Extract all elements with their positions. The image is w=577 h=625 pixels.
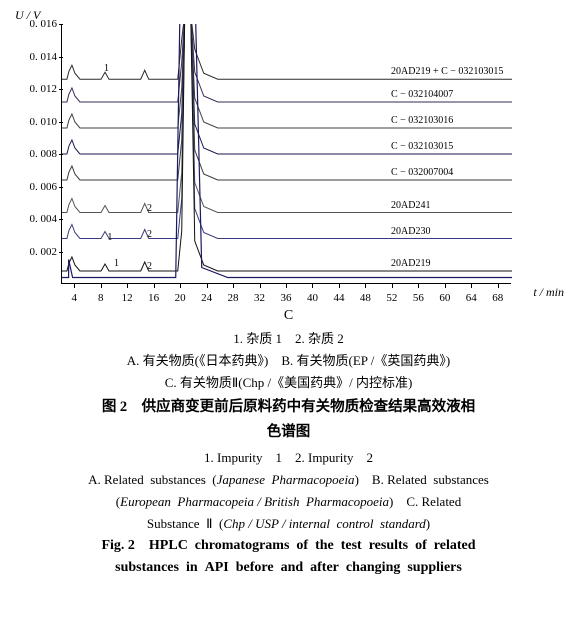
x-tick-label: 64 — [466, 292, 477, 304]
cn-legend-c: C. 有关物质Ⅱ(Chp /《美国药典》/ 内控标准) — [9, 372, 569, 394]
chromatogram-chart: U / V t / min C 0. 0020. 0040. 0060. 008… — [11, 8, 566, 318]
y-tick-mark — [59, 219, 63, 220]
y-tick-label: 0. 012 — [15, 83, 57, 95]
y-tick-mark — [59, 252, 63, 253]
x-tick-label: 28 — [228, 292, 239, 304]
x-tick-label: 52 — [386, 292, 397, 304]
x-tick-mark — [233, 284, 234, 288]
y-tick-label: 0. 002 — [15, 246, 57, 258]
x-tick-mark — [74, 284, 75, 288]
y-tick-mark — [59, 187, 63, 188]
chromatogram-trace — [62, 24, 512, 239]
en-legend-impurities: 1. Impurity 1 2. Impurity 2 — [9, 447, 569, 469]
x-tick-label: 16 — [148, 292, 159, 304]
y-tick-mark — [59, 122, 63, 123]
x-tick-mark — [127, 284, 128, 288]
cn-legend-impurities: 1. 杂质 1 2. 杂质 2 — [9, 328, 569, 350]
y-tick-label: 0. 006 — [15, 181, 57, 193]
en-a-italic: Japanese Pharmacopoeia — [217, 472, 355, 487]
en-legend-b: (European Pharmacopeia / British Pharmac… — [9, 491, 569, 513]
x-tick-label: 4 — [71, 292, 77, 304]
figure-caption: 1. 杂质 1 2. 杂质 2 A. 有关物质(《日本药典》) B. 有关物质(… — [9, 328, 569, 580]
y-tick-mark — [59, 89, 63, 90]
x-tick-mark — [180, 284, 181, 288]
x-tick-label: 44 — [333, 292, 344, 304]
x-tick-label: 40 — [307, 292, 318, 304]
plot-svg — [62, 24, 512, 284]
x-tick-mark — [312, 284, 313, 288]
x-tick-label: 8 — [98, 292, 104, 304]
cn-title-line1: 图 2 供应商变更前后原料药中有关物质检查结果高效液相 — [9, 396, 569, 419]
trace-label: 20AD219 — [391, 258, 430, 269]
x-tick-label: 36 — [281, 292, 292, 304]
trace-label: 20AD230 — [391, 226, 430, 237]
en-a-pre: A. Related substances ( — [88, 472, 217, 487]
x-tick-mark — [154, 284, 155, 288]
en-c-post: ) — [426, 516, 430, 531]
x-tick-mark — [339, 284, 340, 288]
x-tick-mark — [471, 284, 472, 288]
en-title-line1: Fig. 2 HPLC chromatograms of the test re… — [9, 535, 569, 557]
x-tick-label: 24 — [201, 292, 212, 304]
x-tick-mark — [418, 284, 419, 288]
y-tick-mark — [59, 154, 63, 155]
y-tick-label: 0. 016 — [15, 18, 57, 30]
y-tick-mark — [59, 24, 63, 25]
y-tick-label: 0. 004 — [15, 213, 57, 225]
x-tick-label: 56 — [413, 292, 424, 304]
x-tick-mark — [445, 284, 446, 288]
x-axis-label: t / min — [533, 285, 564, 300]
peak-number-label: 1 — [104, 63, 109, 74]
trace-label: C − 032103016 — [391, 115, 453, 126]
cn-title-line2: 色谱图 — [9, 421, 569, 444]
x-tick-mark — [286, 284, 287, 288]
x-tick-label: 68 — [492, 292, 503, 304]
trace-label: C − 032007004 — [391, 167, 453, 178]
en-legend-a: A. Related substances (Japanese Pharmaco… — [9, 469, 569, 491]
y-tick-label: 0. 014 — [15, 51, 57, 63]
y-tick-mark — [59, 57, 63, 58]
plot-area — [61, 24, 511, 284]
en-legend-c-line: Substance Ⅱ (Chp / USP / internal contro… — [9, 513, 569, 535]
y-tick-label: 0. 010 — [15, 116, 57, 128]
x-tick-label: 32 — [254, 292, 265, 304]
x-tick-mark — [498, 284, 499, 288]
trace-label: 20AD241 — [391, 200, 430, 211]
x-tick-label: 20 — [175, 292, 186, 304]
peak-number-label: 1 — [107, 232, 112, 243]
y-tick-label: 0. 008 — [15, 148, 57, 160]
en-a-post: ) B. Related substances — [355, 472, 489, 487]
peak-number-label: 2 — [147, 261, 152, 272]
x-tick-mark — [207, 284, 208, 288]
trace-label: C − 032103015 — [391, 141, 453, 152]
en-title-line2: substances in API before and after chang… — [9, 557, 569, 579]
x-tick-mark — [392, 284, 393, 288]
peak-number-label: 2 — [147, 203, 152, 214]
en-b-post: ) C. Related — [389, 494, 461, 509]
peak-number-label: 1 — [114, 258, 119, 269]
x-tick-label: 48 — [360, 292, 371, 304]
peak-number-label: 2 — [147, 229, 152, 240]
cn-legend-ab: A. 有关物质(《日本药典》) B. 有关物质(EP /《英国药典》) — [9, 350, 569, 372]
x-tick-mark — [260, 284, 261, 288]
panel-label: C — [284, 308, 293, 324]
en-c-italic: Chp / USP / internal control standard — [223, 516, 425, 531]
x-tick-label: 60 — [439, 292, 450, 304]
x-tick-mark — [101, 284, 102, 288]
en-b-italic: European Pharmacopeia / British Pharmaco… — [120, 494, 389, 509]
trace-label: 20AD219 + C − 032103015 — [391, 66, 503, 77]
trace-label: C − 032104007 — [391, 89, 453, 100]
en-c-pre: Substance Ⅱ ( — [147, 516, 223, 531]
x-tick-mark — [365, 284, 366, 288]
x-tick-label: 12 — [122, 292, 133, 304]
